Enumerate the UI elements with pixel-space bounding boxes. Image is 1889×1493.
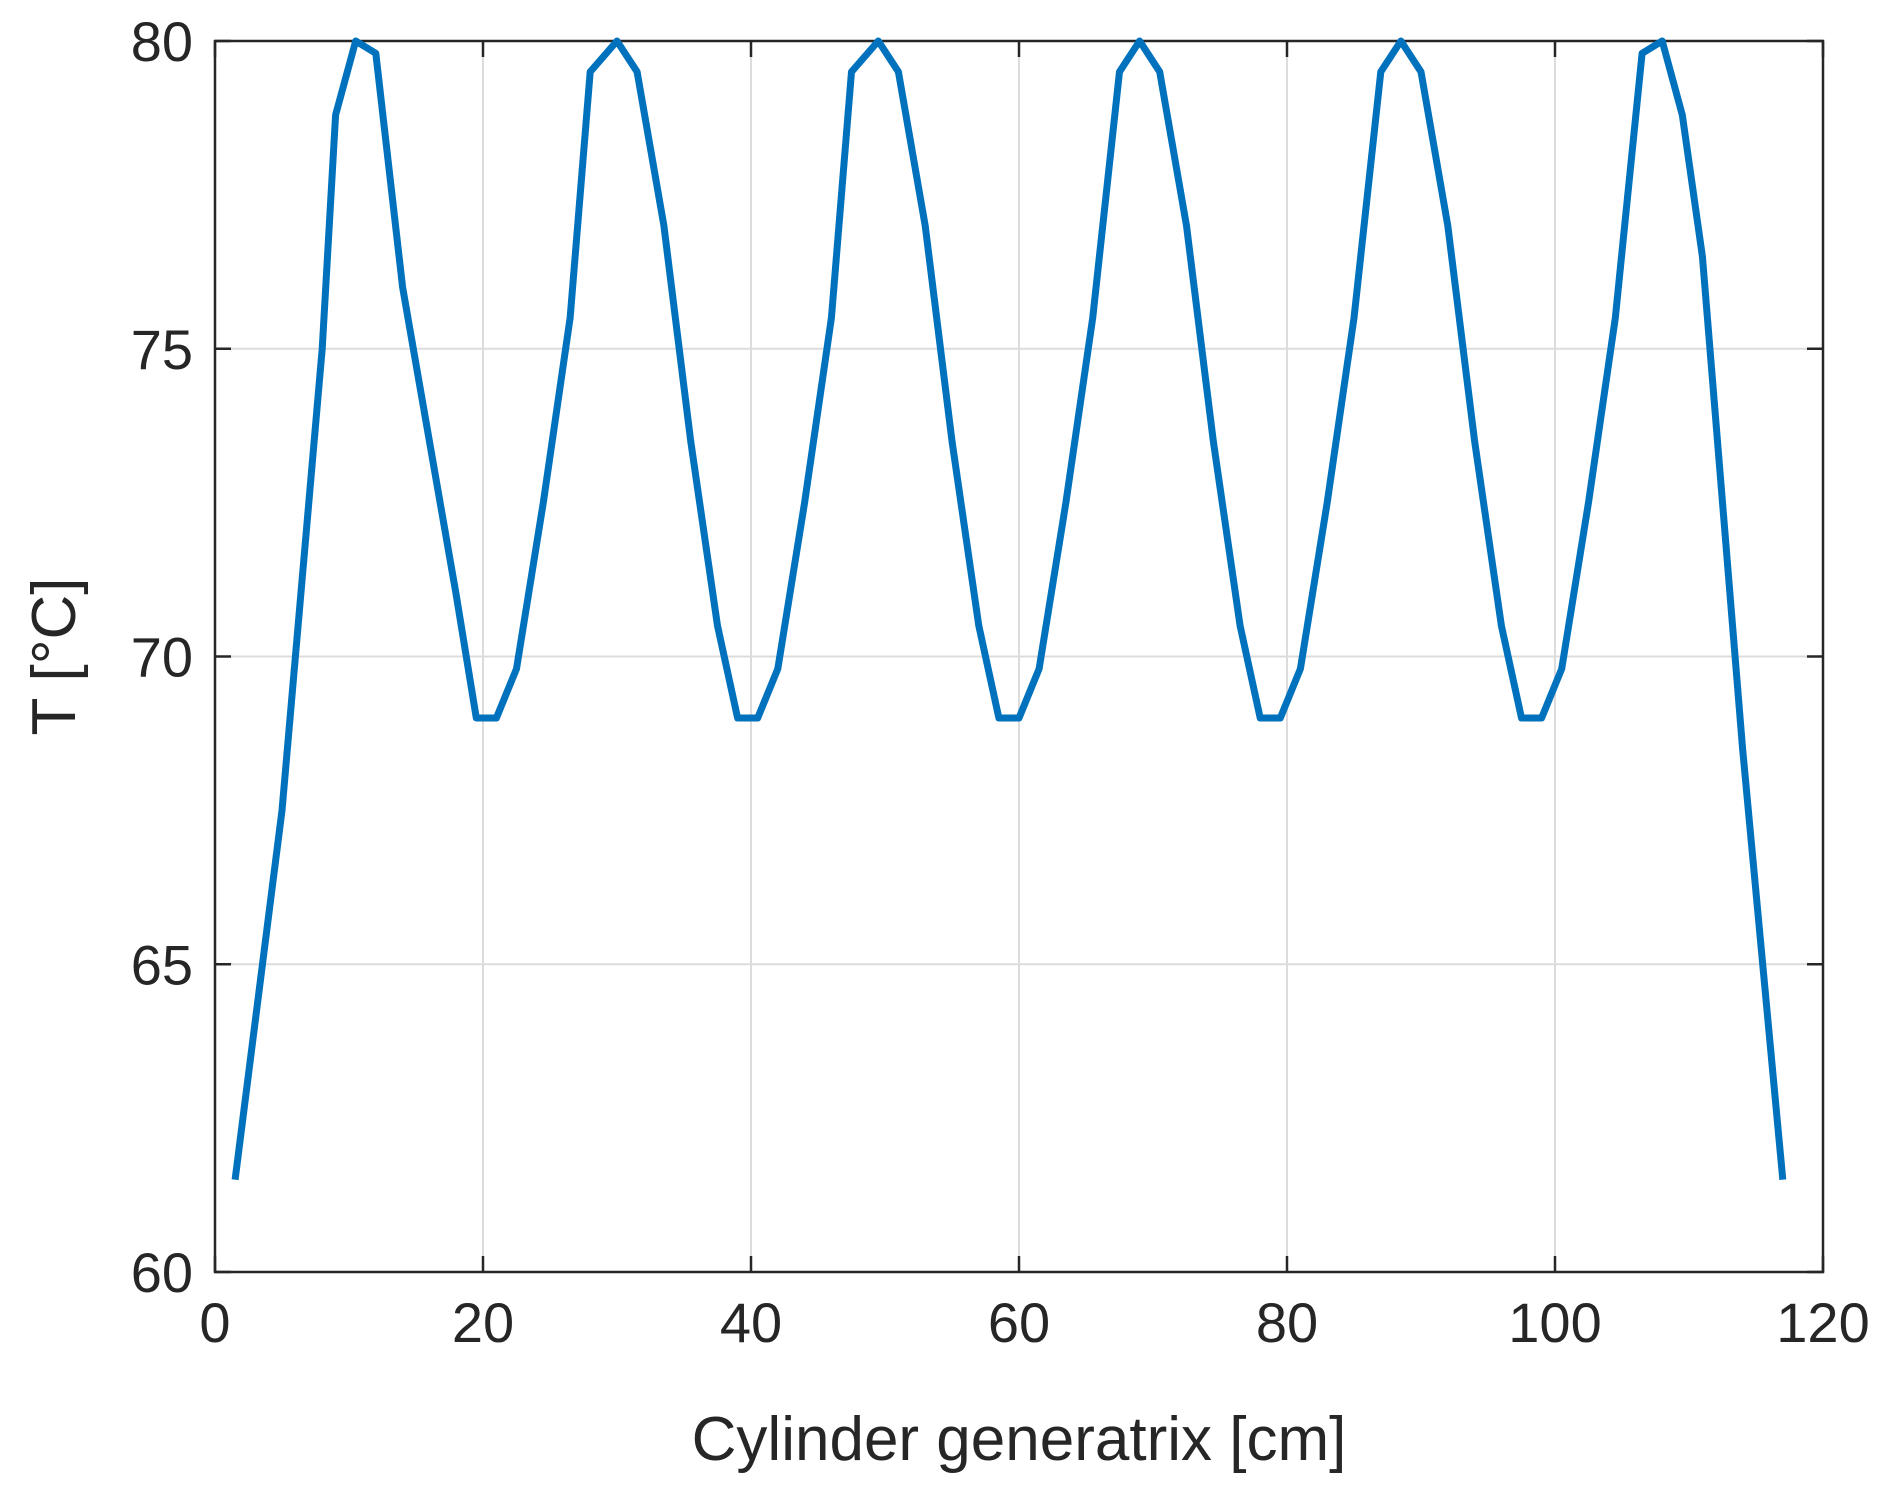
x-tick-label: 20 <box>452 1291 514 1354</box>
x-tick-label: 0 <box>199 1291 230 1354</box>
tick-marks <box>213 39 1825 1274</box>
x-tick-label: 60 <box>988 1291 1050 1354</box>
temperature-series-line <box>231 37 1787 1181</box>
x-tick-label: 120 <box>1776 1291 1869 1354</box>
y-axis-label: T [°C] <box>20 578 89 736</box>
grid-lines <box>215 41 1823 1272</box>
y-tick-labels: 60 65 70 75 80 <box>131 10 193 1304</box>
x-tick-labels: 0 20 40 60 80 100 120 <box>199 1291 1869 1354</box>
x-tick-label: 100 <box>1508 1291 1601 1354</box>
x-tick-label: 80 <box>1256 1291 1318 1354</box>
x-axis-label: Cylinder generatrix [cm] <box>692 1405 1347 1474</box>
y-tick-label: 80 <box>131 10 193 73</box>
y-tick-label: 70 <box>131 626 193 689</box>
y-tick-label: 75 <box>131 318 193 381</box>
y-tick-label: 65 <box>131 933 193 996</box>
x-tick-label: 40 <box>720 1291 782 1354</box>
y-tick-label: 60 <box>131 1241 193 1304</box>
